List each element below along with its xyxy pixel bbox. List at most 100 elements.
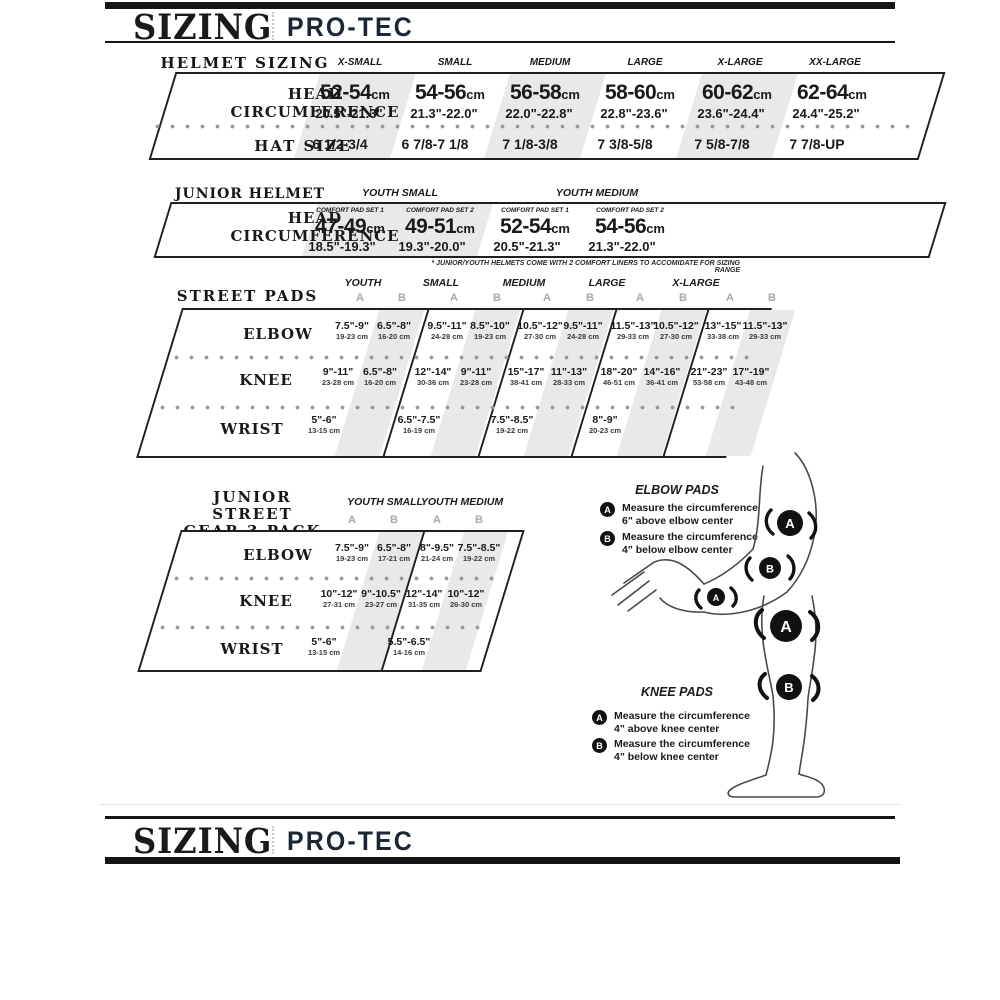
row-label-wrist: WRIST <box>220 640 284 658</box>
head-circ-inches: 23.6"-24.4" <box>697 106 765 121</box>
footer-divider-dots <box>272 826 274 854</box>
header-bottom-rule <box>105 41 895 43</box>
pad-cell: 8"-9" 20-23 cm <box>588 414 622 435</box>
protec-logo: PRO-TEC <box>287 826 414 857</box>
pad-cell: 9.5"-11" 24-28 cm <box>427 320 467 341</box>
sub-header-b: B <box>768 292 776 304</box>
elbow-pads-title: ELBOW PADS <box>635 483 719 497</box>
row-label-knee: KNEE <box>239 371 293 389</box>
head-circ-inches: 22.8"-23.6" <box>600 106 668 121</box>
svg-text:A: A <box>780 619 792 636</box>
sub-header-b: B <box>679 292 687 304</box>
pad-cell: 7.5"-9" 19-23 cm <box>335 320 369 341</box>
hat-size-cell: 6 7/8-7 1/8 <box>401 136 469 152</box>
head-circ-inches: 20.5"-21.3" <box>315 106 383 121</box>
junior-circ-cell: 47-49cm <box>314 215 385 238</box>
pad-cell: 5"-6" 13-15 cm <box>307 636 341 657</box>
svg-text:B: B <box>766 564 774 576</box>
sub-header-b: B <box>475 514 483 526</box>
street-pads-table: ELBOW KNEE WRIST 7.5"-9" 19-23 cm 6.5"-8"… <box>113 308 796 458</box>
dotted-separator <box>155 625 491 630</box>
sub-header-a: A <box>433 514 441 526</box>
junior-street-table: ELBOW KNEE WRIST 7.5"-9" 19-23 cm 6.5"-8"… <box>113 530 543 672</box>
head-circ-cell: 52-54cm <box>319 81 390 104</box>
dotted-separator <box>150 124 910 129</box>
col-header-xlarge: X-LARGE <box>717 57 763 68</box>
pad-cell: 11"-13" 28-33 cm <box>550 366 588 387</box>
group-header-youth: YOUTH <box>344 277 382 289</box>
row-label-wrist: WRIST <box>220 420 284 438</box>
group-header-large: LARGE <box>588 277 626 289</box>
dotted-separator <box>169 576 505 581</box>
hat-size-cell: 7 3/8-5/8 <box>597 136 653 152</box>
sub-header-b: B <box>390 514 398 526</box>
head-circ-inches: 22.0"-22.8" <box>505 106 573 121</box>
pad-cell: 10.5"-12" 27-30 cm <box>653 320 699 341</box>
pad-cell: 14"-16" 36-41 cm <box>643 366 681 387</box>
sub-header-b: B <box>398 292 406 304</box>
badge-b: B <box>592 738 607 753</box>
pad-cell: 8"-9.5" 21-24 cm <box>420 542 454 563</box>
header-top-rule <box>105 2 895 9</box>
row-label-head-circumference: HEAD CIRCUMFERENCE <box>230 209 400 245</box>
junior-circ-inches: 19.3"-20.0" <box>398 239 466 254</box>
pad-cell: 10"-12" 26-30 cm <box>447 588 485 609</box>
helmet-sizing-label: HELMET SIZING <box>160 54 330 72</box>
junior-circ-inches: 20.5"-21.3" <box>493 239 561 254</box>
arm-measurement-diagram: A B A <box>611 452 818 615</box>
head-circ-inches: 24.4"-25.2" <box>792 106 860 121</box>
pad-cell: 10.5"-12" 27-30 cm <box>517 320 563 341</box>
comfort-pad-set-label: COMFORT PAD SET 2 <box>406 207 474 214</box>
pad-cell: 21"-23" 53-58 cm <box>690 366 728 387</box>
pad-cell: 5"-6" 13-15 cm <box>307 414 341 435</box>
group-header-youth-small: YOUTH SMALL <box>362 187 438 199</box>
footer-title: SIZING <box>133 821 284 862</box>
row-label-elbow: ELBOW <box>243 546 313 564</box>
helmet-sizing-table: HEAD CIRCUMFERENCE HAT SIZE 52-54cm 54-5… <box>140 72 948 160</box>
junior-helmet-footnote: * JUNIOR/YOUTH HELMETS COME WITH 2 COMFO… <box>431 260 740 274</box>
sub-header-a: A <box>543 292 551 304</box>
knee-pads-title: KNEE PADS <box>640 685 713 699</box>
svg-text:B: B <box>784 680 793 695</box>
footer-brand-logo: PRO-TEC <box>287 826 412 856</box>
row-label-knee: KNEE <box>239 592 293 610</box>
sub-header-a: A <box>726 292 734 304</box>
header-divider-dots <box>272 12 274 40</box>
pad-cell: 12"-14" 31-35 cm <box>405 588 443 609</box>
pad-cell: 7.5"-8.5" 19-22 cm <box>457 542 501 563</box>
junior-circ-cell: 54-56cm <box>594 215 665 238</box>
badge-b: B <box>600 531 615 546</box>
pad-cell: 9.5"-11" 24-28 cm <box>563 320 603 341</box>
sub-header-b: B <box>586 292 594 304</box>
row-label-hat-size: HAT SIZE <box>254 137 352 155</box>
hat-size-cell: 6 1/2-3/4 <box>312 136 368 152</box>
head-circ-cell: 56-58cm <box>509 81 580 104</box>
pad-cell: 6.5"-7.5" 16-19 cm <box>397 414 441 435</box>
group-header-youth-medium: YOUTH MEDIUM <box>420 496 504 508</box>
junior-circ-inches: 21.3"-22.0" <box>588 239 656 254</box>
hat-size-cell: 7 5/8-7/8 <box>694 136 750 152</box>
col-header-small: SMALL <box>437 57 473 68</box>
col-header-xsmall: X-SMALL <box>337 57 383 68</box>
pad-cell: 6.5"-8" 17-21 cm <box>377 542 411 563</box>
col-header-medium: MEDIUM <box>529 57 571 68</box>
pad-cell: 15"-17" 38-41 cm <box>507 366 545 387</box>
pad-cell: 7.5"-9" 19-23 cm <box>335 542 369 563</box>
svg-text:A: A <box>713 593 720 603</box>
pad-cell: 9"-11" 23-28 cm <box>459 366 493 387</box>
group-header-medium: MEDIUM <box>502 277 546 289</box>
group-header-xlarge: X-LARGE <box>672 277 720 289</box>
svg-text:A: A <box>785 516 795 531</box>
pad-cell: 11.5"-13" 29-33 cm <box>742 320 788 341</box>
pad-cell: 11.5"-13" 29-33 cm <box>610 320 656 341</box>
junior-circ-cell: 52-54cm <box>499 215 570 238</box>
sub-header-a: A <box>348 514 356 526</box>
junior-circ-cell: 49-51cm <box>404 215 475 238</box>
knee-guide-b: B Measure the circumference 4" below kne… <box>592 738 750 764</box>
protec-logo: PRO-TEC <box>287 12 414 43</box>
pad-cell: 5.5"-6.5" 14-16 cm <box>387 636 431 657</box>
sizing-wordmark: SIZING <box>133 821 273 862</box>
pad-cell: 10"-12" 27-31 cm <box>320 588 358 609</box>
dotted-separator <box>169 355 751 360</box>
